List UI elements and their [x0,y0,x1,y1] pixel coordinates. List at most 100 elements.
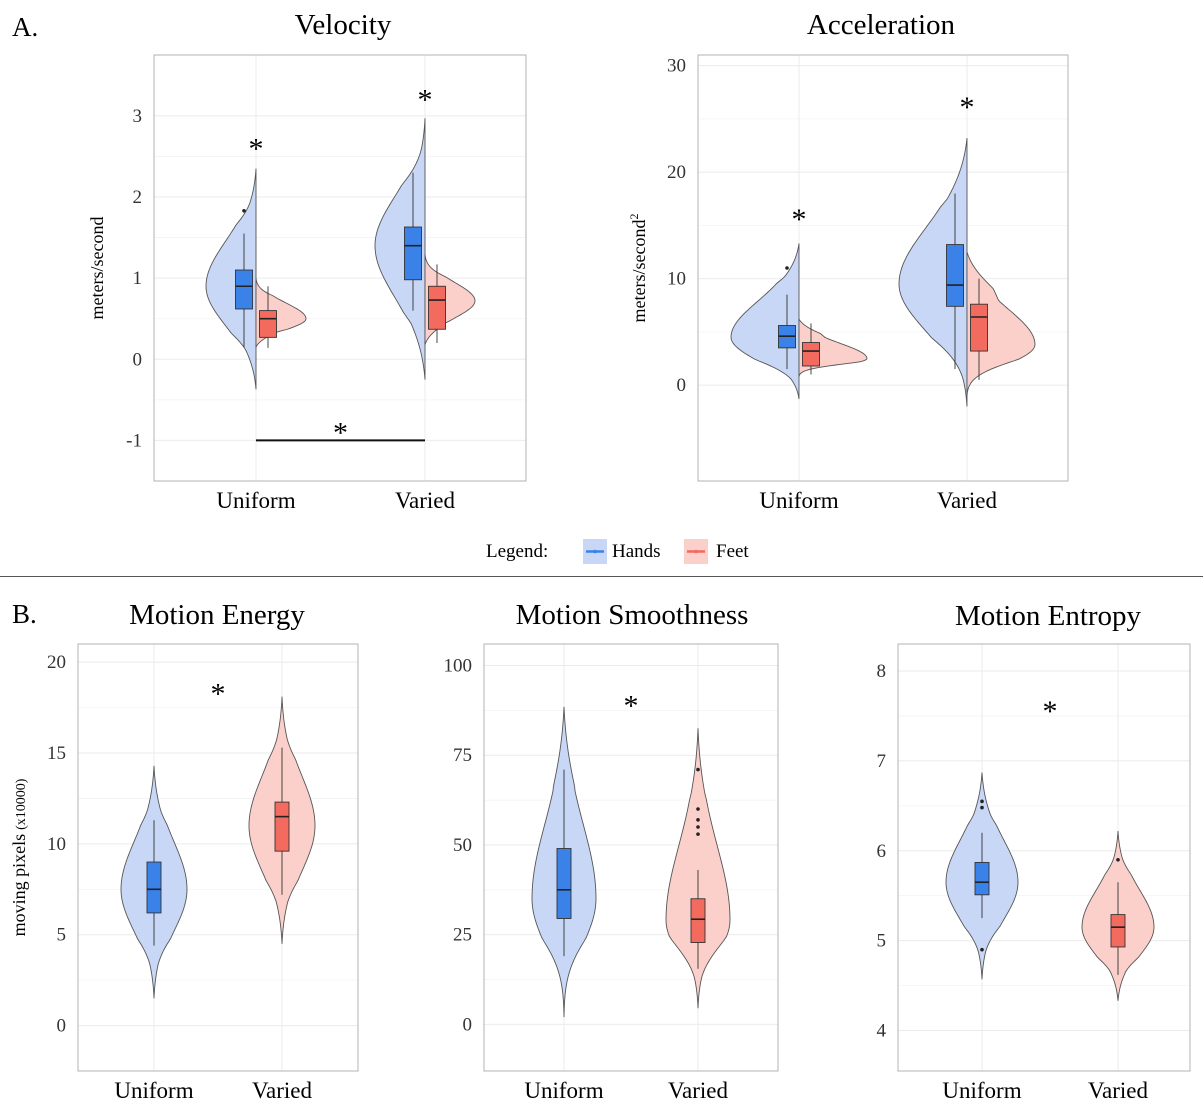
motion-energy-plot-area [78,644,358,1071]
motion-entropy-significance-star-0: * [1043,695,1058,728]
acceleration-ytick-3: 30 [667,56,686,77]
chart-motion-energy: Motion Energy 0 5 10 15 20 Uniform Varied moving… [9,599,359,1102]
acceleration-title: Acceleration [807,9,956,41]
motion-entropy-uniform-box [974,861,990,896]
chart-motion-smoothness: Motion Smoothness 0 25 50 75 100 Uniform Varied… [444,599,779,1102]
velocity-hands-varied-violin [374,118,426,380]
motion-energy-ylabel: moving pixels (x10000) [9,778,29,936]
motion-smoothness-ytick-2: 50 [453,835,472,856]
velocity-hands-uniform-violin [205,168,257,390]
motion-entropy-ytick-3: 7 [877,751,887,772]
motion-smoothness-varied-outlier-1 [696,825,700,829]
motion-entropy-varied-box [1110,914,1126,948]
motion-entropy-xtick-1: Varied [1088,1078,1149,1102]
motion-entropy-plot-area [898,644,1190,1071]
motion-smoothness-ytick-0: 0 [463,1014,473,1035]
motion-smoothness-title: Motion Smoothness [516,599,749,631]
chart-velocity: Velocity -1 0 1 2 3 Uniform Varied meters/second… [87,9,527,513]
motion-smoothness-ytick-4: 100 [444,656,473,677]
acceleration-ylabel: meters/second2 [627,214,649,323]
velocity-title: Velocity [295,9,392,41]
panel-label-b: B. [12,599,37,629]
acceleration-ytick-2: 20 [667,162,686,183]
acceleration-ytick-0: 0 [677,375,687,396]
acceleration-significance-star-0: * [792,203,807,236]
motion-entropy-ytick-1: 5 [877,931,887,952]
motion-entropy-uniform-outlier-1 [980,805,984,810]
velocity-ytick-4: 3 [133,106,143,127]
motion-smoothness-ytick-1: 25 [453,925,472,946]
motion-smoothness-xtick-1: Varied [668,1078,729,1102]
chart-acceleration: Acceleration 0 10 20 30 Uniform Varied meters/s… [627,9,1069,513]
acceleration-plot-area [698,55,1068,481]
motion-energy-xtick-1: Varied [252,1078,313,1102]
acceleration-ylabel-superscript: 2 [627,214,641,220]
motion-energy-ytick-0: 0 [57,1016,67,1037]
motion-entropy-xtick-0: Uniform [942,1078,1021,1102]
velocity-significance-star-1: * [418,84,433,117]
legend-hands-label: Hands [612,541,661,562]
motion-energy-title: Motion Energy [129,599,305,631]
motion-energy-ytick-4: 20 [47,652,66,673]
velocity-ylabel-main: meters/second [87,217,107,320]
acceleration-ytick-1: 10 [667,269,686,290]
velocity-panel-border [153,54,527,482]
velocity-ylabel: meters/second [87,217,107,320]
velocity-significance-star-2: * [333,416,348,449]
motion-energy-ytick-1: 5 [57,925,67,946]
acceleration-hands-varied-box [946,244,964,307]
motion-smoothness-varied-outlier-0 [696,832,700,836]
motion-smoothness-varied-violin [665,728,731,1009]
motion-energy-panel-border [77,643,359,1072]
motion-energy-uniform-box [146,861,162,914]
motion-energy-varied-box [274,801,290,852]
motion-energy-significance-star-0: * [211,677,226,710]
motion-smoothness-varied-outlier-3 [696,807,700,811]
acceleration-xtick-1: Varied [937,488,998,513]
motion-smoothness-ytick-3: 75 [453,745,472,766]
acceleration-feet-uniform-box [802,342,820,367]
motion-energy-ylabel-main: moving pixels [9,834,29,937]
panel-label-a: A. [12,12,38,42]
chart-motion-entropy: Motion Entropy 4 5 6 7 8 Uniform Varied * [877,600,1191,1102]
motion-smoothness-significance-star-0: * [624,689,639,722]
motion-energy-ylabel-unit: (x10000) [14,778,29,830]
section-divider [0,576,1203,577]
velocity-ytick-3: 2 [133,187,143,208]
motion-energy-ytick-2: 10 [47,834,66,855]
velocity-xtick-1: Varied [395,488,456,513]
acceleration-ylabel-main: meters/second [629,220,649,323]
motion-entropy-panel-border [897,643,1191,1072]
motion-smoothness-plot-area [484,644,778,1071]
motion-smoothness-varied-outlier-2 [696,818,700,822]
legend-hands-key-dot [593,549,597,554]
velocity-ytick-0: -1 [126,430,142,451]
legend: Legend: Hands Feet [486,539,749,564]
legend-title: Legend: [486,541,548,562]
motion-energy-ytick-3: 15 [47,743,66,764]
acceleration-hands-uniform-outlier-0 [785,266,789,270]
motion-smoothness-panel-border [483,643,779,1072]
motion-entropy-ytick-4: 8 [877,661,887,682]
velocity-feet-uniform-box [259,310,277,338]
motion-smoothness-uniform-box [556,848,572,919]
motion-smoothness-varied-outlier-4 [696,767,700,772]
motion-entropy-uniform-outlier-0 [980,947,984,952]
acceleration-panel-border [697,54,1069,482]
velocity-hands-uniform-box [235,269,253,310]
acceleration-feet-varied-box [970,303,988,352]
motion-entropy-ytick-2: 6 [877,841,887,862]
velocity-significance-star-0: * [249,132,264,165]
acceleration-feet-varied-violin [966,251,1036,396]
legend-feet-label: Feet [716,541,749,562]
velocity-ytick-2: 1 [133,268,143,289]
acceleration-hands-varied-violin [898,138,968,407]
velocity-feet-varied-box [428,285,446,330]
velocity-hands-varied-box [404,226,422,281]
velocity-ytick-1: 0 [133,349,143,370]
velocity-xtick-0: Uniform [216,488,295,513]
legend-feet-key-dot [694,549,698,554]
acceleration-hands-uniform-violin [730,243,800,400]
motion-entropy-ytick-0: 4 [877,1021,887,1042]
